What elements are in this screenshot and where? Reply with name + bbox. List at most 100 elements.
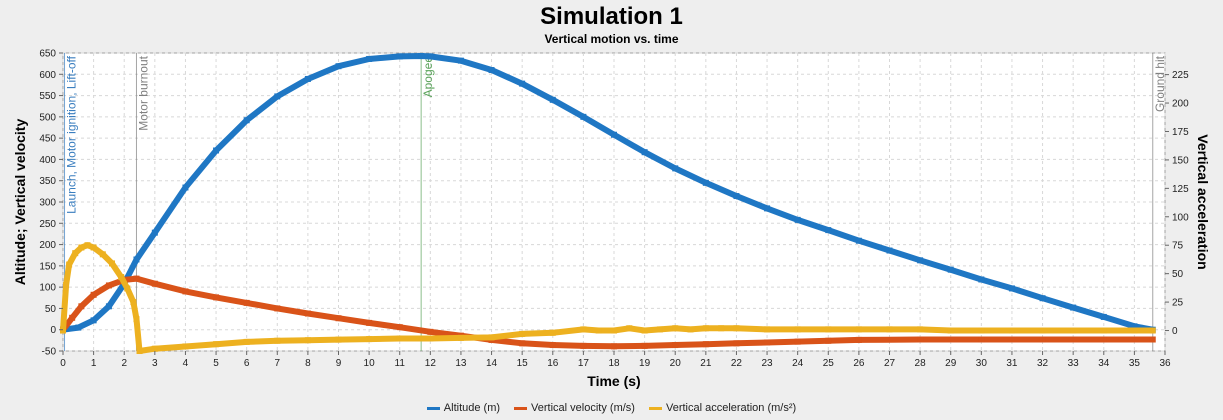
data-point — [1039, 295, 1046, 302]
x-tick-label: 28 — [915, 358, 927, 369]
event-markers: Launch, Motor ignition, Lift-off Motor bu… — [64, 53, 1167, 351]
data-point — [549, 96, 556, 103]
data-point — [825, 337, 832, 344]
data-point — [978, 327, 985, 334]
data-point — [825, 326, 832, 333]
data-point — [549, 342, 556, 349]
legend-item: Vertical velocity (m/s) — [514, 402, 635, 414]
data-point — [427, 53, 434, 60]
data-point — [78, 244, 85, 251]
data-point — [72, 250, 79, 257]
legend-label: Vertical acceleration (m/s²) — [665, 402, 797, 414]
event-label: Apogee — [421, 56, 435, 98]
data-point — [1149, 336, 1156, 343]
x-tick-label: 8 — [305, 358, 311, 369]
data-point — [213, 294, 220, 301]
event-label: Launch, Motor ignition, Lift-off — [65, 55, 79, 214]
data-point — [396, 324, 403, 331]
x-tick-label: 12 — [425, 358, 437, 369]
data-point — [1131, 327, 1138, 334]
x-tick-label: 29 — [945, 358, 957, 369]
data-point — [641, 327, 648, 334]
x-tick-label: 6 — [244, 358, 250, 369]
chart-title: Simulation 1 — [540, 3, 683, 30]
x-tick-label: 26 — [853, 358, 865, 369]
data-point — [396, 53, 403, 60]
y-left-tick-label: 200 — [39, 240, 56, 251]
x-tick-label: 17 — [578, 358, 590, 369]
y-left-tick-label: 550 — [39, 91, 56, 102]
x-tick-label: 20 — [670, 358, 682, 369]
data-point — [243, 117, 250, 124]
data-point — [611, 131, 617, 138]
data-point — [947, 266, 954, 273]
data-point — [687, 326, 694, 333]
legend-label: Vertical velocity (m/s) — [531, 402, 635, 414]
y-right-tick-label: 200 — [1172, 99, 1189, 110]
x-tick-label: 35 — [1129, 358, 1141, 369]
x-tick-label: 1 — [91, 358, 97, 369]
data-point — [118, 274, 125, 281]
data-point — [764, 339, 771, 346]
data-point — [764, 205, 771, 212]
x-tick-label: 33 — [1068, 358, 1080, 369]
data-point — [947, 327, 954, 334]
data-point — [917, 336, 924, 343]
data-point — [978, 336, 985, 343]
data-point — [274, 305, 281, 312]
data-point — [75, 324, 82, 331]
data-point — [855, 237, 862, 244]
data-point — [60, 327, 66, 334]
series-layer — [60, 52, 1156, 354]
data-point — [855, 326, 862, 333]
data-point — [304, 75, 311, 82]
data-point — [182, 288, 189, 295]
y-right-tick-label: 75 — [1172, 241, 1184, 252]
y-left-tick-label: 250 — [39, 219, 56, 230]
y-left-tick-label: 500 — [39, 112, 56, 123]
x-tick-label: 18 — [608, 358, 620, 369]
data-point — [549, 329, 556, 336]
data-point — [66, 261, 73, 268]
x-tick-label: 23 — [761, 358, 773, 369]
x-tick-label: 31 — [1006, 358, 1018, 369]
x-tick-label: 27 — [884, 358, 896, 369]
legend-swatch — [514, 406, 528, 410]
y-left-tick-label: -50 — [42, 347, 57, 358]
data-point — [1100, 336, 1107, 343]
x-tick-label: 14 — [486, 358, 498, 369]
chart-subtitle: Vertical motion vs. time — [544, 32, 679, 46]
x-axis-label: Time (s) — [587, 373, 640, 389]
data-point — [855, 336, 862, 343]
y-left-tick-label: 300 — [39, 198, 56, 209]
x-tick-label: 36 — [1159, 358, 1171, 369]
y-axis-right-label: Vertical acceleration — [1195, 134, 1211, 269]
data-point — [90, 244, 97, 251]
data-point — [151, 229, 158, 236]
data-point — [794, 326, 801, 333]
data-point — [1039, 327, 1046, 334]
data-point — [457, 57, 464, 64]
y-right-tick-label: 225 — [1172, 70, 1189, 81]
y-left-tick-label: 600 — [39, 70, 56, 81]
data-point — [641, 149, 648, 156]
data-point — [84, 242, 91, 249]
data-point — [672, 165, 679, 172]
data-point — [105, 303, 112, 310]
x-tick-label: 15 — [517, 358, 529, 369]
data-point — [457, 334, 464, 341]
data-point — [396, 335, 403, 342]
legend: Altitude (m) Vertical velocity (m/s) Verti… — [0, 402, 1223, 414]
data-point — [90, 317, 97, 324]
data-point — [611, 343, 617, 350]
data-point — [519, 80, 526, 87]
data-point — [764, 326, 771, 333]
data-point — [63, 282, 70, 289]
data-point — [182, 184, 189, 191]
data-point — [978, 276, 985, 283]
data-point — [1100, 313, 1107, 320]
y-left-tick-label: 0 — [50, 325, 56, 336]
data-point — [825, 227, 832, 234]
y-right-tick-label: 150 — [1172, 155, 1189, 166]
data-point — [1008, 285, 1015, 292]
